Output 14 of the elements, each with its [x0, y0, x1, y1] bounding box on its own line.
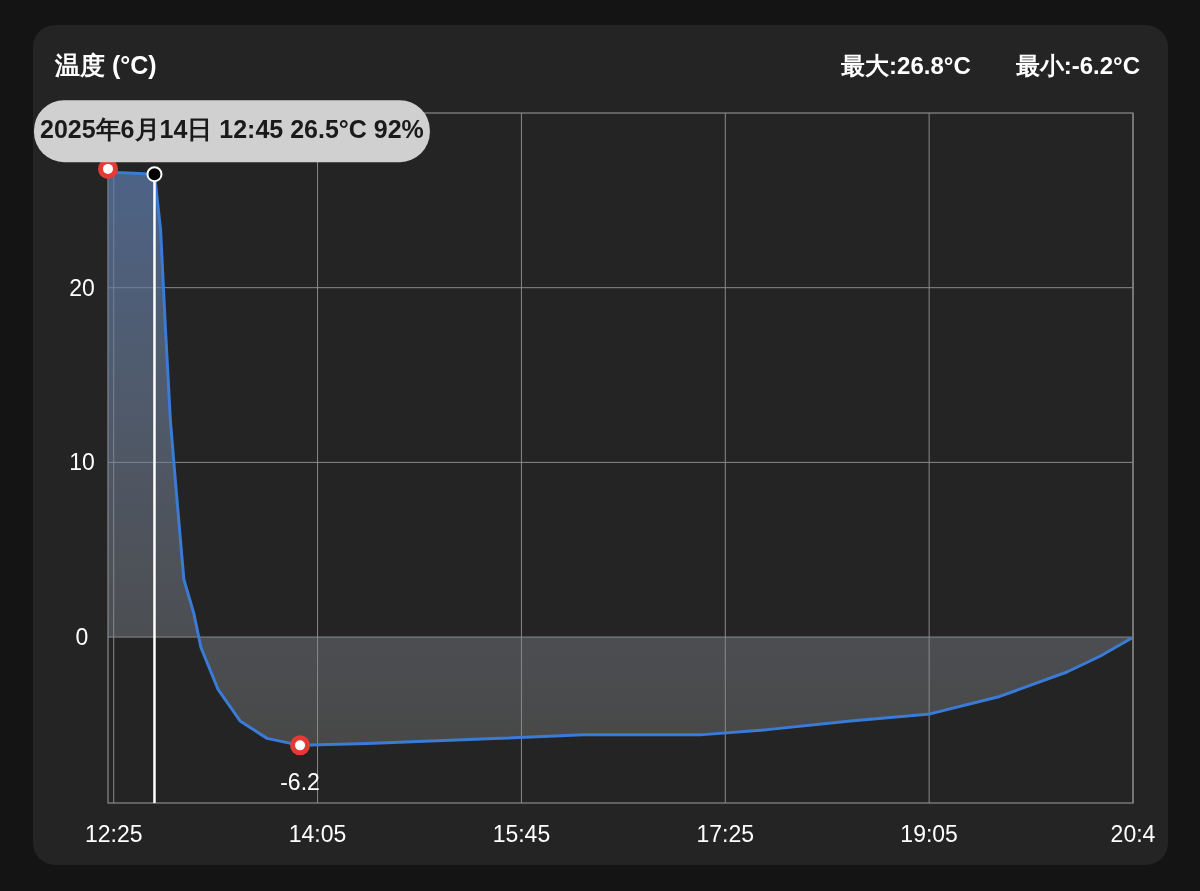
text: 最大:26.8°C: [840, 52, 971, 79]
text: 最小:-6.2°C: [1014, 52, 1140, 79]
x-tick-label: 19:05: [900, 821, 958, 847]
x-tick-label: 17:25: [696, 821, 755, 847]
annotation: 2025年6月14日 12:45 26.5°C 92%: [40, 115, 424, 144]
x-tick-label: 20:4: [1110, 821, 1156, 847]
x-tick-label: 15:45: [492, 821, 551, 847]
x-tick-label: 14:05: [288, 821, 347, 847]
x-tick-label: 12:25: [84, 821, 143, 847]
y-tick-label: 10: [69, 449, 95, 476]
data-label: -6.2: [280, 769, 320, 796]
y-tick-label: 20: [69, 274, 95, 301]
chart-title: 温度 (°C): [54, 51, 157, 79]
y-tick-label: 0: [75, 624, 89, 651]
